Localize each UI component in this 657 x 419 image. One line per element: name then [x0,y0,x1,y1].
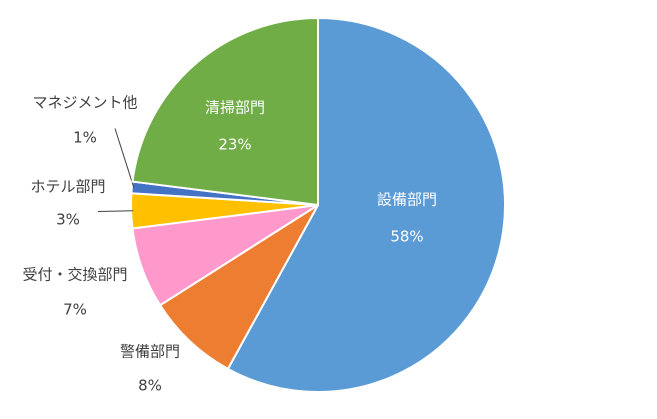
slice-label: 設備部門 [377,191,437,209]
pie-slice [226,16,506,393]
slice-value-label: 8% [138,377,162,395]
slice-label: 受付・交換部門 [22,266,127,284]
slice-value-label: 3% [56,211,80,229]
slice-label: ホテル部門 [30,178,105,196]
slice-label: マネジメント他 [32,94,137,112]
slice-value-label: 7% [63,301,87,319]
slice-label: 清掃部門 [205,99,265,117]
leader-line [97,210,134,212]
pie-slice [158,204,319,371]
slice-value-label: 23% [218,136,251,154]
slice-label: 警備部門 [120,343,180,361]
slice-value-label: 58% [390,228,423,246]
slice-value-label: 1% [73,129,97,147]
pie-slice [131,16,319,207]
leader-line [114,128,135,188]
